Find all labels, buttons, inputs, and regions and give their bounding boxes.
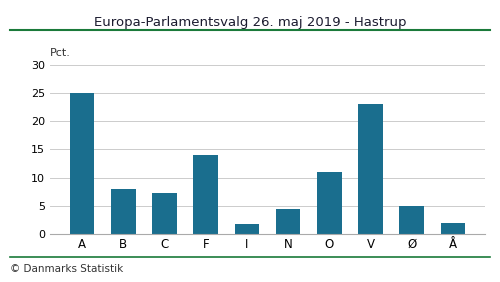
Bar (194, 155, 218, 234)
Bar (234, 224, 260, 234)
Bar (400, 206, 424, 234)
Bar (276, 209, 300, 234)
Text: © Danmarks Statistik: © Danmarks Statistik (10, 264, 123, 274)
Text: Europa-Parlamentsvalg 26. maj 2019 - Hastrup: Europa-Parlamentsvalg 26. maj 2019 - Has… (94, 16, 406, 28)
Bar (358, 104, 383, 234)
Bar (152, 193, 177, 234)
Text: Pct.: Pct. (50, 48, 71, 58)
Bar (440, 223, 465, 234)
Bar (111, 189, 136, 234)
Bar (317, 172, 342, 234)
Bar (70, 93, 94, 234)
